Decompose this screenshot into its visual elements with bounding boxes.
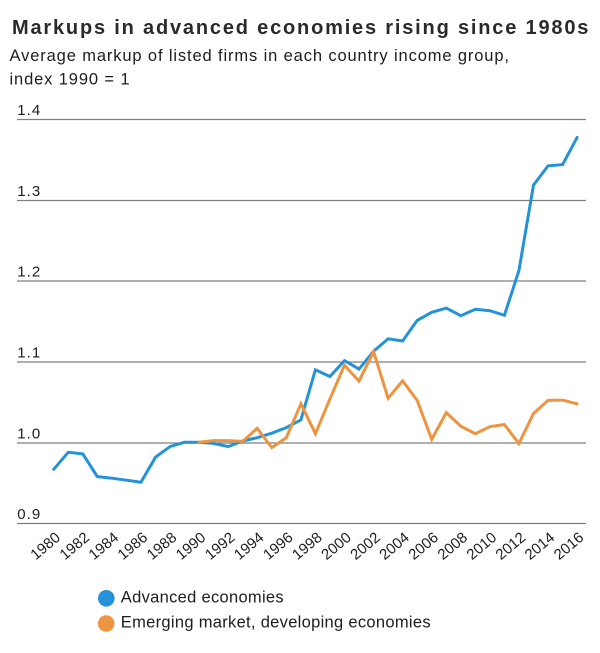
svg-text:1994: 1994 xyxy=(231,529,267,563)
svg-text:0.9: 0.9 xyxy=(17,506,41,523)
svg-text:1998: 1998 xyxy=(289,529,325,563)
svg-text:Emerging market, developing ec: Emerging market, developing economies xyxy=(121,614,431,632)
svg-text:1.1: 1.1 xyxy=(17,344,41,361)
svg-text:1996: 1996 xyxy=(260,529,296,563)
svg-text:2002: 2002 xyxy=(347,529,383,563)
svg-text:2012: 2012 xyxy=(493,529,529,563)
svg-text:2016: 2016 xyxy=(551,529,587,563)
svg-text:1.0: 1.0 xyxy=(17,425,41,442)
svg-text:1992: 1992 xyxy=(202,529,238,563)
svg-text:1982: 1982 xyxy=(56,529,92,563)
svg-text:1988: 1988 xyxy=(144,529,180,563)
svg-text:2008: 2008 xyxy=(434,529,470,563)
svg-text:Average markup of listed firms: Average markup of listed firms in each c… xyxy=(10,47,510,65)
svg-text:2000: 2000 xyxy=(318,529,354,563)
svg-text:1990: 1990 xyxy=(173,529,209,563)
svg-text:index 1990 = 1: index 1990 = 1 xyxy=(10,71,131,89)
svg-text:2004: 2004 xyxy=(376,529,412,563)
svg-text:1984: 1984 xyxy=(86,529,122,563)
svg-text:1986: 1986 xyxy=(115,529,151,563)
svg-text:1.3: 1.3 xyxy=(17,183,41,200)
svg-text:1980: 1980 xyxy=(27,529,63,563)
svg-text:1.4: 1.4 xyxy=(17,102,41,119)
svg-text:Advanced economies: Advanced economies xyxy=(121,589,284,607)
svg-text:Markups in advanced economies: Markups in advanced economies rising sin… xyxy=(12,17,590,39)
svg-text:1.2: 1.2 xyxy=(17,263,41,280)
svg-text:2010: 2010 xyxy=(464,529,500,563)
svg-text:2014: 2014 xyxy=(522,529,558,563)
svg-text:2006: 2006 xyxy=(405,529,441,563)
